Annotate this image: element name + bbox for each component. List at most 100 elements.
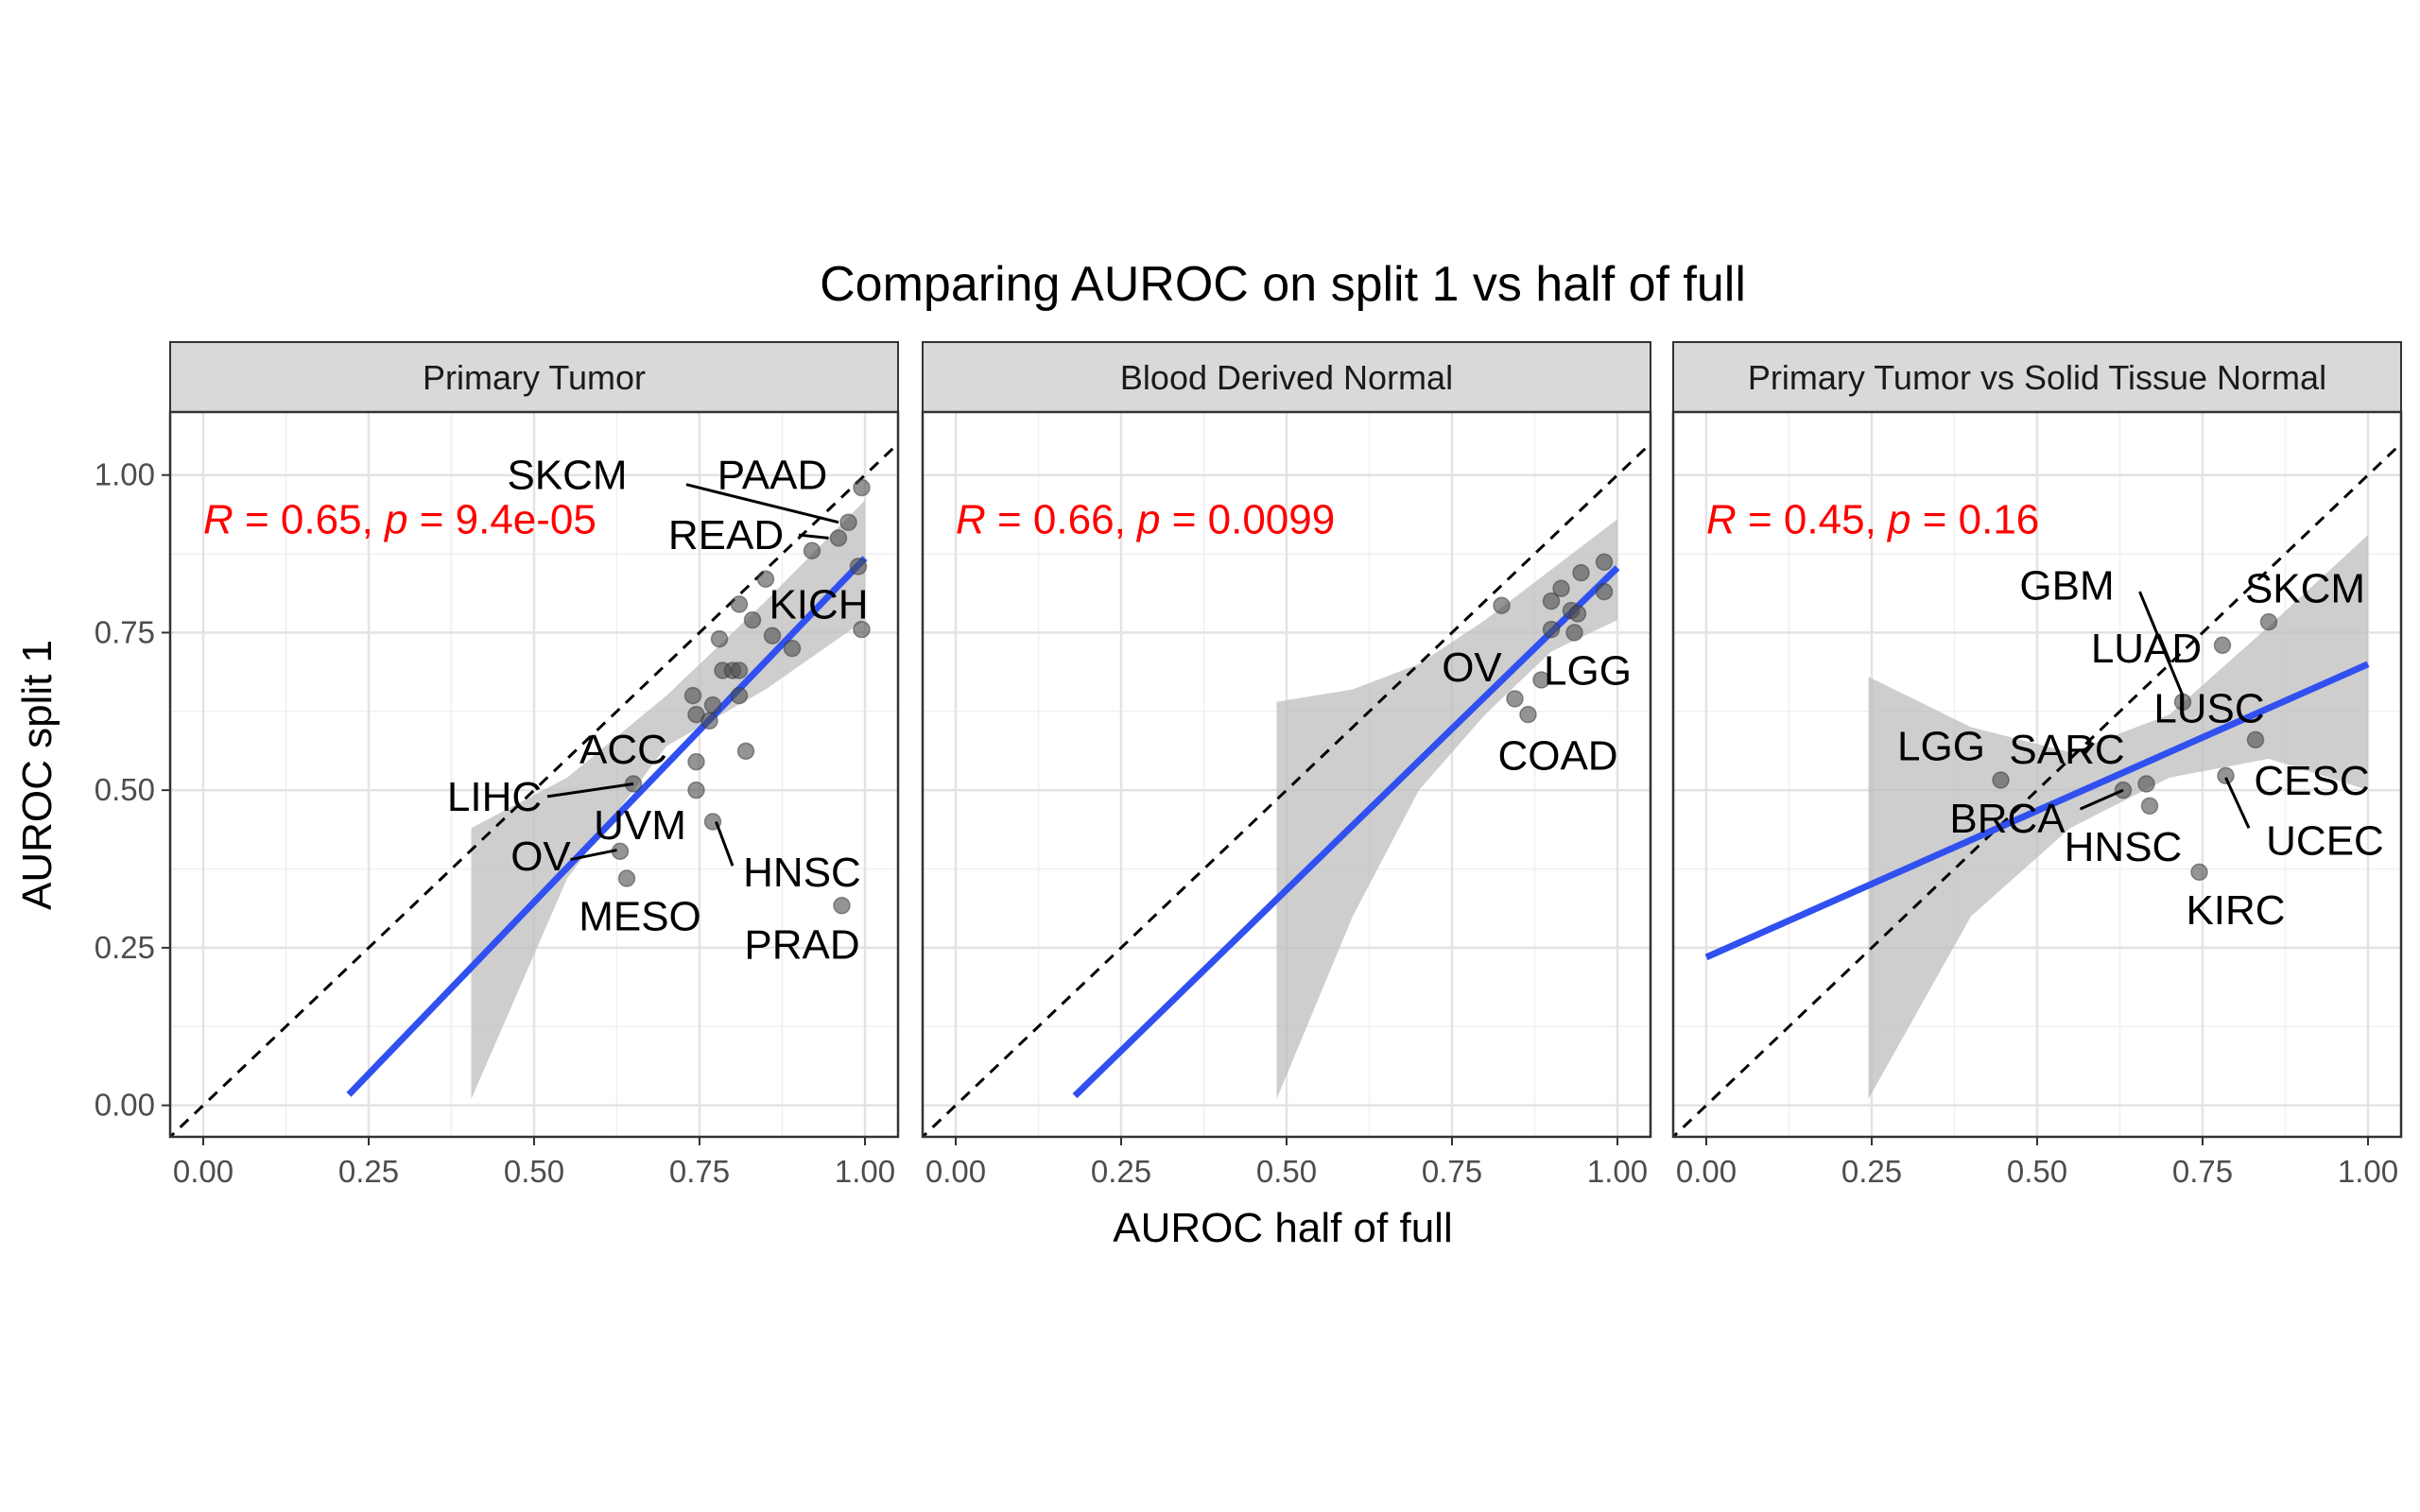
panel-2: Blood Derived Normal OV LGG COAD R = 0.66, p… (921, 341, 1652, 1189)
x-tick-label: 0.50 (504, 1154, 564, 1189)
data-point (2259, 612, 2278, 631)
panel-content (170, 441, 898, 1137)
point-label: BRCA (1949, 796, 2066, 842)
data-point (829, 529, 848, 547)
confidence-band (1868, 535, 2368, 1099)
data-point (783, 639, 802, 658)
x-tick-label: 0.75 (2172, 1154, 2233, 1189)
data-point (1532, 671, 1550, 689)
data-point (2190, 863, 2208, 882)
data-point (833, 896, 851, 915)
data-point (1992, 771, 2010, 789)
point-label: SKCM (507, 453, 627, 499)
data-point (617, 869, 636, 887)
data-point (700, 712, 718, 730)
point-label: PAAD (717, 453, 828, 499)
confidence-band (1276, 519, 1617, 1099)
data-point (763, 627, 782, 645)
data-point (1506, 690, 1524, 708)
label-connector (2079, 788, 2124, 811)
x-tick-label: 0.50 (1256, 1154, 1317, 1189)
point-label: GBM (2019, 562, 2114, 609)
data-point (1565, 624, 1583, 642)
correlation-annotation: R = 0.65, p = 9.4e-05 (203, 496, 596, 542)
x-axis-title: AUROC half of full (1113, 1205, 1452, 1251)
x-tick-label: 1.00 (835, 1154, 895, 1189)
label-connector (715, 820, 735, 867)
point-label: PRAD (744, 922, 859, 969)
data-point (1552, 579, 1570, 597)
x-tick-label: 0.25 (338, 1154, 399, 1189)
data-point (839, 513, 857, 531)
correlation-annotation: R = 0.45, p = 0.16 (1706, 496, 2039, 542)
label-connector (798, 533, 829, 540)
facet-strip (922, 341, 1651, 413)
data-point (736, 742, 755, 761)
point-label: HNSC (743, 850, 861, 896)
label-connector (2138, 591, 2185, 696)
point-label: LUSC (2153, 685, 2264, 731)
facet-strip-label: Primary Tumor (423, 358, 646, 397)
data-point (1595, 582, 1614, 601)
point-label: COAD (1497, 732, 1617, 779)
point-label: LGG (1544, 647, 1632, 694)
facet-strip-label: Blood Derived Normal (1120, 358, 1453, 397)
point-label: SARC (2009, 727, 2124, 773)
point-label: READ (668, 512, 784, 558)
panel-content (923, 441, 1651, 1137)
data-point (1572, 563, 1590, 582)
grid (170, 412, 898, 1137)
facet-panels: Primary Tumor SKCM PAAD READ KICH ACC LIHC UVM O… (95, 341, 2403, 1189)
data-point (710, 629, 729, 648)
panel-1: Primary Tumor SKCM PAAD READ KICH ACC LIHC UVM O… (95, 341, 900, 1189)
point-label: UCEC (2266, 818, 2384, 865)
facet-strip-label: Primary Tumor vs Solid Tissue Normal (1748, 358, 2326, 397)
facet-strip (169, 341, 899, 413)
data-point (1568, 605, 1587, 623)
panel-content (1673, 441, 2401, 1137)
label-connector (570, 849, 617, 862)
point-label: OV (1442, 644, 1502, 691)
data-point (687, 781, 705, 799)
regression-line (346, 556, 868, 1097)
x-tick-label: 1.00 (1587, 1154, 1648, 1189)
chart-title: Comparing AUROC on split 1 vs half of fu… (820, 257, 1746, 312)
data-point (687, 752, 705, 771)
data-point (1542, 592, 1561, 610)
x-tick-label: 1.00 (2338, 1154, 2398, 1189)
label-connector (2082, 742, 2095, 757)
point-label: UVM (594, 802, 686, 849)
label-connector (685, 483, 839, 524)
x-tick-label: 0.00 (925, 1154, 986, 1189)
point-label: MESO (579, 894, 701, 940)
point-label: LGG (1897, 723, 1985, 769)
y-tick-label: 0.75 (95, 614, 155, 649)
y-tick-label: 0.25 (95, 930, 155, 965)
point-label: CESC (2254, 758, 2369, 804)
point-label: HNSC (2065, 824, 2183, 870)
facet-strip (1672, 341, 2402, 413)
data-point (743, 610, 762, 629)
data-point (730, 686, 749, 705)
correlation-annotation: R = 0.66, p = 0.0099 (956, 496, 1335, 542)
regression-line (1704, 661, 2370, 961)
point-label: KIRC (2186, 887, 2285, 934)
data-point (2213, 636, 2232, 655)
data-point (2217, 766, 2235, 785)
y-tick-label: 0.50 (95, 772, 155, 807)
data-point (2140, 797, 2159, 816)
x-tick-label: 0.00 (1676, 1154, 1737, 1189)
data-point (683, 686, 702, 705)
x-tick-label: 0.75 (1422, 1154, 1482, 1189)
data-point (1595, 553, 1614, 571)
y-tick-label: 0.00 (95, 1088, 155, 1123)
x-tick-label: 0.00 (173, 1154, 233, 1189)
data-point (730, 662, 749, 679)
x-tick-label: 0.50 (2007, 1154, 2067, 1189)
confidence-band (471, 500, 865, 1099)
y-axis-title: AUROC split 1 (14, 640, 60, 910)
x-tick-label: 0.25 (1091, 1154, 1151, 1189)
data-point (853, 620, 871, 639)
label-connector (2224, 777, 2251, 829)
